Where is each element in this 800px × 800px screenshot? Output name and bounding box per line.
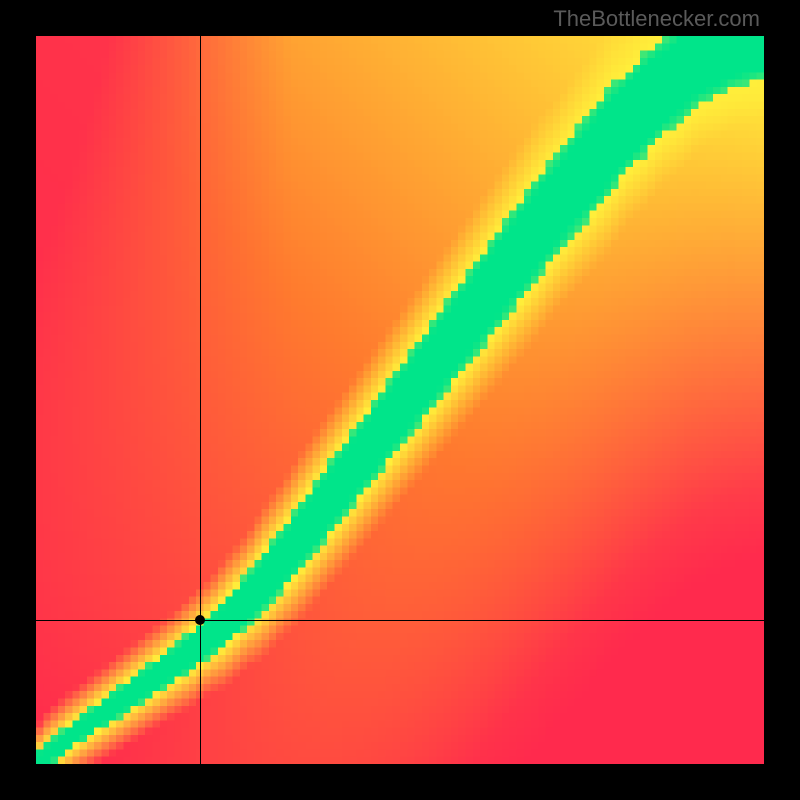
crosshair-marker-dot	[195, 615, 205, 625]
crosshair-horizontal	[36, 620, 764, 621]
chart-frame: TheBottlenecker.com	[0, 0, 800, 800]
crosshair-vertical	[200, 36, 201, 764]
bottleneck-heatmap	[36, 36, 764, 764]
plot-area	[36, 36, 764, 764]
watermark-text: TheBottlenecker.com	[553, 6, 760, 32]
